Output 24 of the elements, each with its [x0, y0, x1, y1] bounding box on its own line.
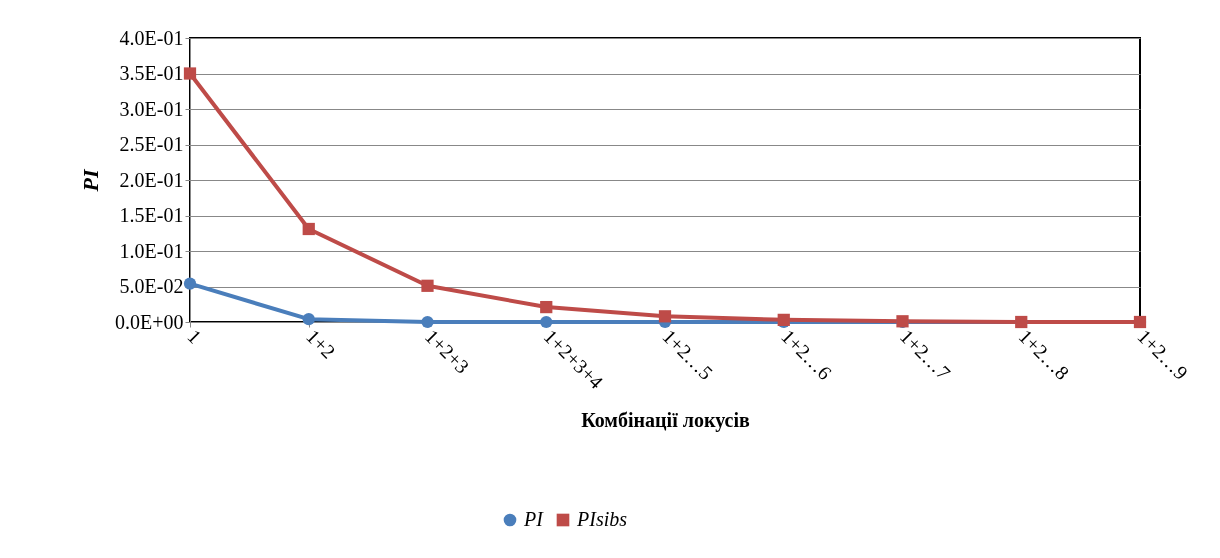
legend-label: PIsibs — [576, 508, 628, 530]
point — [658, 310, 672, 323]
point — [183, 277, 197, 290]
y-tick-label: 2.0E-01 — [119, 168, 184, 191]
point — [540, 315, 553, 329]
x-axis-title: Комбінації локусів — [581, 408, 750, 432]
y-tick-label: 4.0E-01 — [119, 26, 184, 49]
point — [183, 67, 197, 80]
y-tick-label: 1.5E-01 — [119, 204, 184, 226]
y-tick-label: 3.0E-01 — [119, 97, 184, 120]
point — [421, 315, 434, 329]
legend-label: PI — [523, 508, 545, 530]
x-tick-label: 1+2 — [302, 325, 340, 363]
y-tick-label: 2.5E-01 — [119, 133, 184, 155]
point — [421, 279, 434, 292]
point — [302, 313, 315, 326]
y-tick-label: 1.0E-01 — [119, 239, 184, 262]
point — [302, 222, 315, 236]
y-tick-label: 5.0E-02 — [119, 275, 184, 297]
y-tick-label: 0.0E+00 — [115, 310, 184, 333]
y-axis-title: PI — [78, 168, 103, 193]
y-tick-label: 3.5E-01 — [119, 62, 184, 84]
point — [540, 300, 553, 314]
x-tick-label: 1 — [183, 325, 207, 348]
